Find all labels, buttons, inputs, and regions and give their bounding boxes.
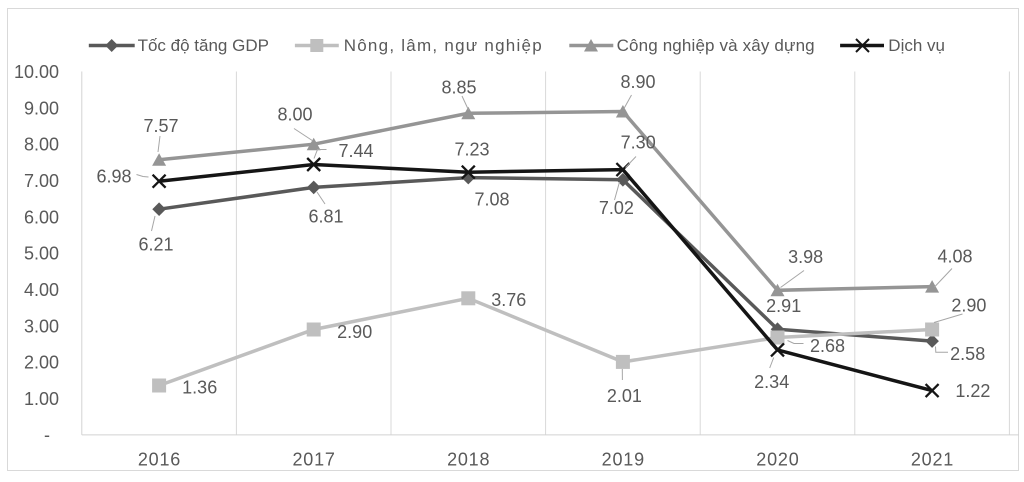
svg-text:8.85: 8.85 (441, 77, 476, 97)
svg-text:2.90: 2.90 (337, 322, 372, 342)
svg-text:2016: 2016 (138, 450, 181, 470)
svg-text:2.58: 2.58 (950, 344, 985, 364)
svg-text:5.00: 5.00 (24, 244, 59, 264)
svg-text:2.90: 2.90 (951, 295, 986, 315)
svg-text:7.08: 7.08 (474, 190, 509, 210)
svg-text:7.23: 7.23 (454, 140, 489, 160)
svg-text:Nông, lâm, ngư nghiệp: Nông, lâm, ngư nghiệp (344, 36, 543, 55)
svg-text:2019: 2019 (602, 450, 645, 470)
svg-text:6.00: 6.00 (24, 207, 59, 227)
svg-text:7.30: 7.30 (621, 133, 656, 153)
svg-text:7.00: 7.00 (24, 171, 59, 191)
svg-text:8.00: 8.00 (24, 135, 59, 155)
svg-text:2018: 2018 (447, 450, 490, 470)
svg-text:1.36: 1.36 (182, 377, 217, 397)
svg-text:1.22: 1.22 (955, 381, 990, 401)
svg-text:3.76: 3.76 (491, 290, 526, 310)
svg-text:2.68: 2.68 (810, 336, 845, 356)
svg-text:7.57: 7.57 (143, 116, 178, 136)
svg-text:4.08: 4.08 (937, 246, 972, 266)
svg-text:10.00: 10.00 (14, 62, 59, 82)
svg-text:2.34: 2.34 (754, 372, 789, 392)
svg-text:7.44: 7.44 (338, 141, 373, 161)
svg-text:Công nghiệp và xây dựng: Công nghiệp và xây dựng (617, 36, 815, 55)
svg-text:3.00: 3.00 (24, 316, 59, 336)
svg-text:Dịch vụ: Dịch vụ (888, 36, 945, 55)
svg-text:2020: 2020 (756, 450, 799, 470)
svg-text:2.91: 2.91 (766, 296, 801, 316)
svg-text:6.81: 6.81 (308, 207, 343, 227)
svg-text:2.00: 2.00 (24, 353, 59, 373)
svg-text:8.90: 8.90 (620, 72, 655, 92)
svg-text:6.98: 6.98 (96, 167, 131, 187)
svg-text:9.00: 9.00 (24, 98, 59, 118)
svg-text:-: - (44, 425, 50, 445)
svg-text:3.98: 3.98 (788, 247, 823, 267)
svg-text:2021: 2021 (911, 450, 954, 470)
svg-text:6.21: 6.21 (138, 235, 173, 255)
svg-text:7.02: 7.02 (599, 198, 634, 218)
svg-text:4.00: 4.00 (24, 280, 59, 300)
svg-text:8.00: 8.00 (277, 105, 312, 125)
svg-text:2.01: 2.01 (607, 386, 642, 406)
svg-text:1.00: 1.00 (24, 389, 59, 409)
svg-text:Tốc độ tăng GDP: Tốc độ tăng GDP (138, 36, 269, 55)
svg-text:2017: 2017 (292, 450, 335, 470)
